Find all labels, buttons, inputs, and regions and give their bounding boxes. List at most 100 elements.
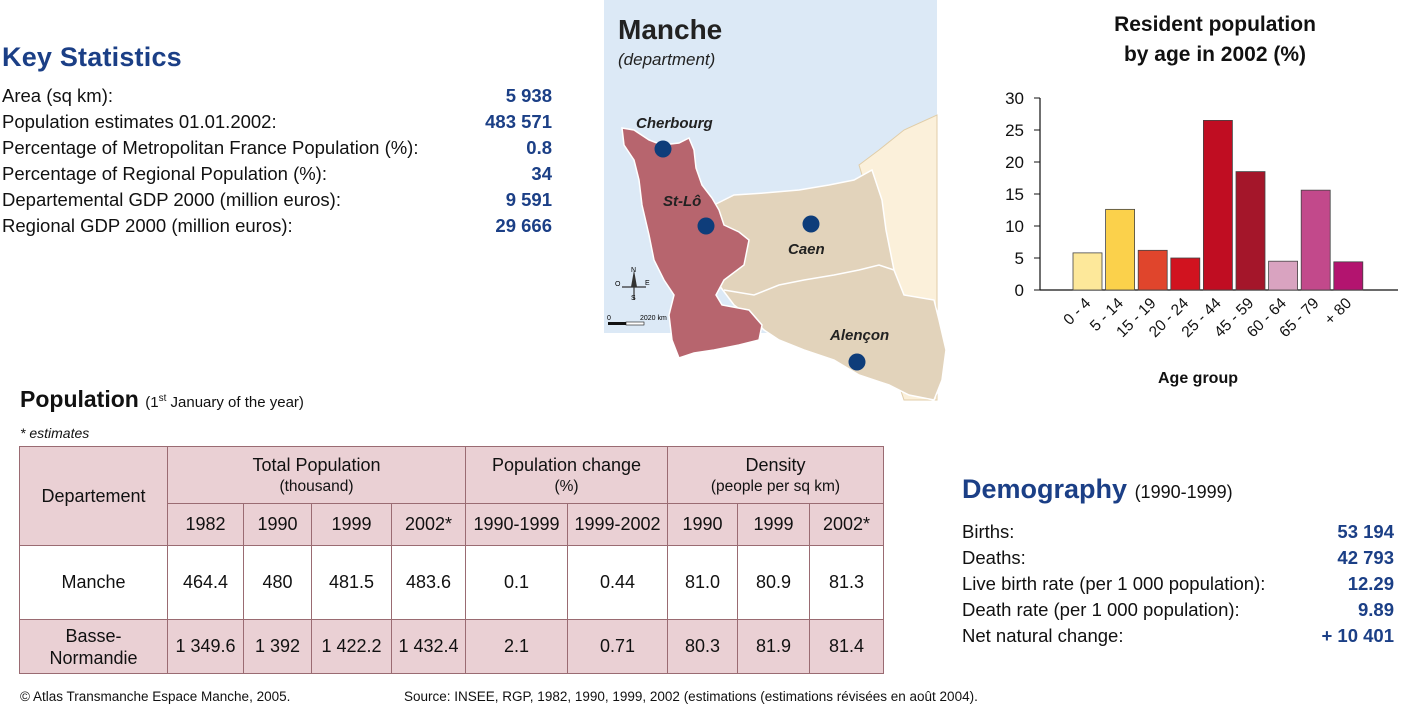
cell: 81.3 [809,545,884,620]
y-tick-label: 25 [1005,121,1024,140]
scale-label: 2020 km [640,315,667,322]
col-header-density: Density (people per sq km) [667,446,884,504]
y-tick-label: 5 [1015,249,1024,268]
stat-label: Percentage of Metropolitan France Popula… [2,137,419,158]
compass-icon [622,270,646,300]
bar [1170,257,1201,291]
x-tick-label: + 80 [1321,295,1355,329]
stat-label: Population estimates 01.01.2002: [2,111,277,132]
bar [1072,252,1103,291]
city-marker-cherbourg [654,140,672,158]
city-label-alencon: Alençon [830,327,890,344]
estimates-note: * estimates [20,425,90,441]
stat-row: Percentage of Metropolitan France Popula… [2,135,562,161]
map-title: Manche [618,14,723,45]
stat-label: Regional GDP 2000 (million euros): [2,215,293,236]
cell: 1 392 [243,619,312,674]
key-statistics-panel: Key Statistics Area (sq km): 5 938 Popul… [2,42,562,239]
stat-row: Regional GDP 2000 (million euros): 29 66… [2,213,562,239]
bar [1202,120,1233,291]
demo-label: Death rate (per 1 000 population): [962,599,1240,620]
year-header: 1999 [737,503,810,546]
compass-e: E [645,280,650,287]
total-label: Total Population [252,454,381,475]
demo-value: 42 793 [1337,547,1394,568]
subtitle-pre: (1 [145,394,159,411]
year-header: 2002* [391,503,466,546]
cell: 483.6 [391,545,466,620]
stat-value: 34 [531,163,552,184]
scale-zero: 0 [607,315,611,322]
stat-value: 5 938 [505,85,552,106]
population-title: Population (1st January of the year) [20,386,304,413]
demo-label: Live birth rate (per 1 000 population): [962,573,1266,594]
demo-value: 53 194 [1337,521,1394,542]
age-chart: Resident population by age in 2002 (%) 0… [990,8,1404,398]
cell: 81.4 [809,619,884,674]
stat-label: Area (sq km): [2,85,114,106]
cell: 1 432.4 [391,619,466,674]
cell: 1 422.2 [311,619,392,674]
stat-row: Percentage of Regional Population (%): 3… [2,161,562,187]
map-subtitle: (department) [618,50,716,69]
stat-row: Population estimates 01.01.2002: 483 571 [2,109,562,135]
change-unit: (%) [554,477,579,495]
x-axis-label: Age group [1158,370,1238,387]
chart-title-line1: Resident population [1114,13,1316,36]
cell: 481.5 [311,545,392,620]
cell: 0.71 [567,619,668,674]
subtitle-post: January of the year) [166,394,304,411]
stat-value: 29 666 [495,215,552,236]
source-text: Source: INSEE, RGP, 1982, 1990, 1999, 20… [404,689,978,704]
city-label-caen: Caen [788,241,825,258]
cell: 2.1 [465,619,568,674]
col-header-departement: Departement [19,446,168,546]
row-name: Manche [19,545,168,620]
compass-n: N [631,267,636,274]
manche-map: N S E O 0 2020 km Manche (department) Ch… [604,0,956,405]
cell: 480 [243,545,312,620]
col-header-change: Population change (%) [465,446,668,504]
total-unit: (thousand) [279,477,354,495]
manche-department [621,127,763,359]
compass-o: O [615,281,621,288]
y-tick-label: 30 [1005,89,1024,108]
key-statistics-title: Key Statistics [2,42,182,72]
demo-label: Deaths: [962,547,1026,568]
demography-years: (1990-1999) [1134,482,1233,502]
demo-label: Net natural change: [962,625,1124,646]
demo-row: Net natural change: + 10 401 [962,623,1398,649]
demo-row: Deaths: 42 793 [962,545,1398,571]
cell: 464.4 [167,545,244,620]
row-name-line1: Basse- [65,625,122,646]
bar [1300,189,1331,291]
scale-bar [608,321,645,326]
table-row: Manche 464.4 480 481.5 483.6 0.1 0.44 81… [19,545,884,620]
cell: 0.44 [567,545,668,620]
subtitle-sup: st [158,393,167,404]
year-header: 2002* [809,503,884,546]
stat-label: Percentage of Regional Population (%): [2,163,327,184]
density-unit: (people per sq km) [710,477,841,495]
city-marker-st-lo [697,217,715,235]
bar [1137,249,1168,291]
demography-heading: Demography [962,474,1128,504]
stat-label: Departemental GDP 2000 (million euros): [2,189,341,210]
city-label-st-lo: St-Lô [663,193,702,210]
row-name: Basse- Normandie [19,619,168,674]
bar [1333,261,1364,291]
table-row: Basse- Normandie 1 349.6 1 392 1 422.2 1… [19,619,884,674]
population-table: Departement Total Population (thousand) … [19,446,884,674]
city-label-cherbourg: Cherbourg [636,115,713,132]
cell: 0.1 [465,545,568,620]
city-marker-alencon [848,353,866,371]
demo-label: Births: [962,521,1015,542]
population-heading: Population [20,386,139,412]
year-header: 1990-1999 [465,503,568,546]
stat-value: 9 591 [505,189,552,210]
chart-title-line2: by age in 2002 (%) [1123,43,1307,66]
change-label: Population change [491,454,642,475]
cell: 80.3 [667,619,738,674]
demo-value: 12.29 [1347,573,1394,594]
